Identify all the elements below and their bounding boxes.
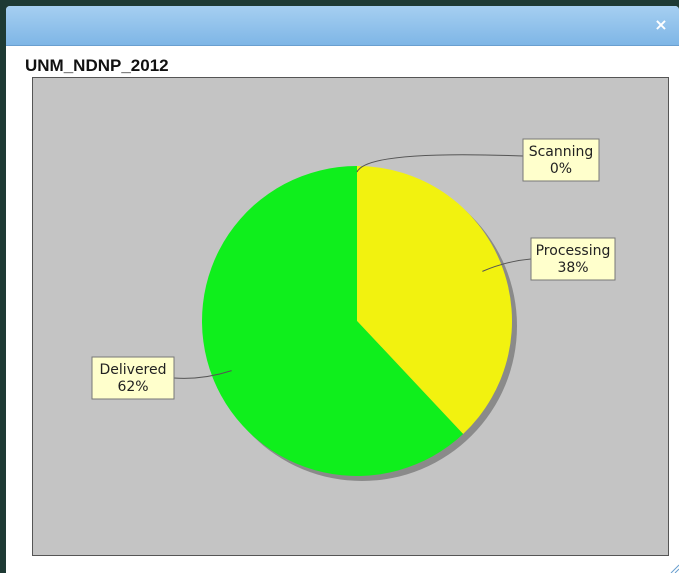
label-name-delivered: Delivered <box>99 362 166 378</box>
label-name-processing: Processing <box>536 243 611 259</box>
dialog-titlebar[interactable]: × <box>6 6 679 46</box>
resize-grip-icon[interactable] <box>669 563 679 573</box>
leader-line-scanning <box>356 154 524 173</box>
pie-slice-processing <box>357 166 512 434</box>
label-percent-processing: 38% <box>557 260 588 276</box>
pie-slice-delivered <box>201 166 464 476</box>
chart-plot-area: Scanning 0% Processing 38% Delivered 62% <box>32 77 669 556</box>
label-box-scanning <box>522 138 600 182</box>
label-box-delivered <box>91 356 175 400</box>
leader-line-processing <box>482 258 532 272</box>
chart-dialog: × UNM_NDNP_2012 Scanning 0% Processing 38% D… <box>6 6 679 573</box>
label-percent-delivered: 62% <box>117 379 148 395</box>
label-name-scanning: Scanning <box>529 144 594 160</box>
label-percent-scanning: 0% <box>550 161 572 177</box>
label-box-processing <box>530 237 616 281</box>
chart-title: UNM_NDNP_2012 <box>25 56 169 75</box>
leader-line-delivered <box>173 370 232 379</box>
close-icon[interactable]: × <box>654 15 668 34</box>
